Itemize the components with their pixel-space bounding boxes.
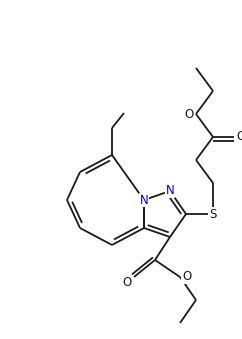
Text: O: O [122, 276, 132, 288]
Text: O: O [236, 131, 242, 143]
Text: N: N [140, 194, 148, 206]
Text: N: N [166, 184, 174, 198]
Text: O: O [182, 271, 192, 283]
Text: O: O [184, 107, 194, 120]
Text: S: S [209, 207, 217, 220]
